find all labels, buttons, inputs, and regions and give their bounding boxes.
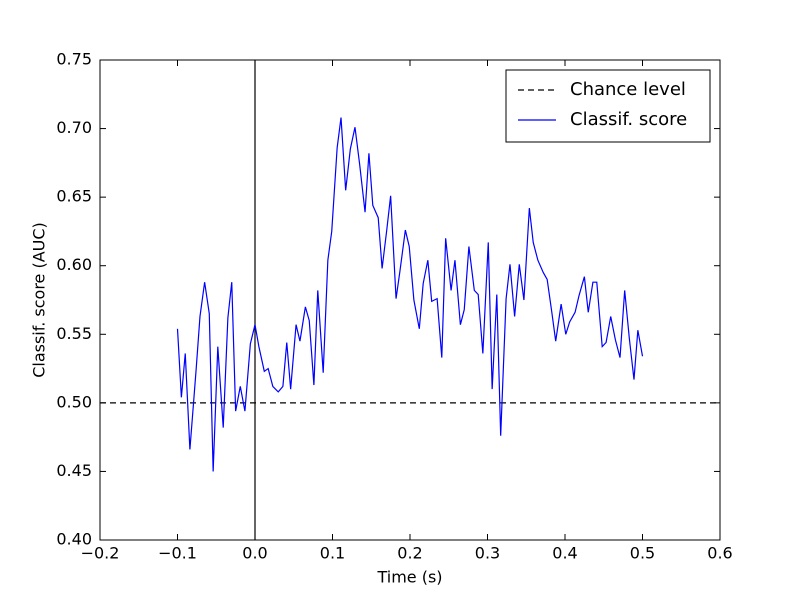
- y-tick-label: 0.40: [56, 530, 92, 549]
- y-tick-label: 0.75: [56, 50, 92, 69]
- y-tick-label: 0.60: [56, 255, 92, 274]
- y-tick-label: 0.50: [56, 392, 92, 411]
- x-tick-label: 0.0: [242, 544, 267, 563]
- y-tick-label: 0.55: [56, 324, 92, 343]
- y-tick-label: 0.70: [56, 118, 92, 137]
- x-tick-label: 0.3: [475, 544, 500, 563]
- y-axis-label: Classif. score (AUC): [30, 222, 49, 378]
- x-tick-label: −0.2: [81, 544, 120, 563]
- x-tick-label: −0.1: [158, 544, 197, 563]
- x-axis-label: Time (s): [376, 568, 442, 587]
- series-line: [176, 117, 644, 472]
- plot-frame: [99, 59, 721, 541]
- x-tick-label: 0.2: [397, 544, 422, 563]
- legend-label: Chance level: [570, 79, 686, 100]
- x-tick-label: 0.4: [552, 544, 577, 563]
- x-tick-label: 0.6: [707, 544, 732, 563]
- x-tick-label: 0.5: [630, 544, 655, 563]
- y-tick-label: 0.65: [56, 187, 92, 206]
- x-tick-label: 0.1: [320, 544, 345, 563]
- legend-label: Classif. score: [570, 109, 687, 130]
- y-tick-label: 0.45: [56, 461, 92, 480]
- legend-box: [505, 69, 711, 143]
